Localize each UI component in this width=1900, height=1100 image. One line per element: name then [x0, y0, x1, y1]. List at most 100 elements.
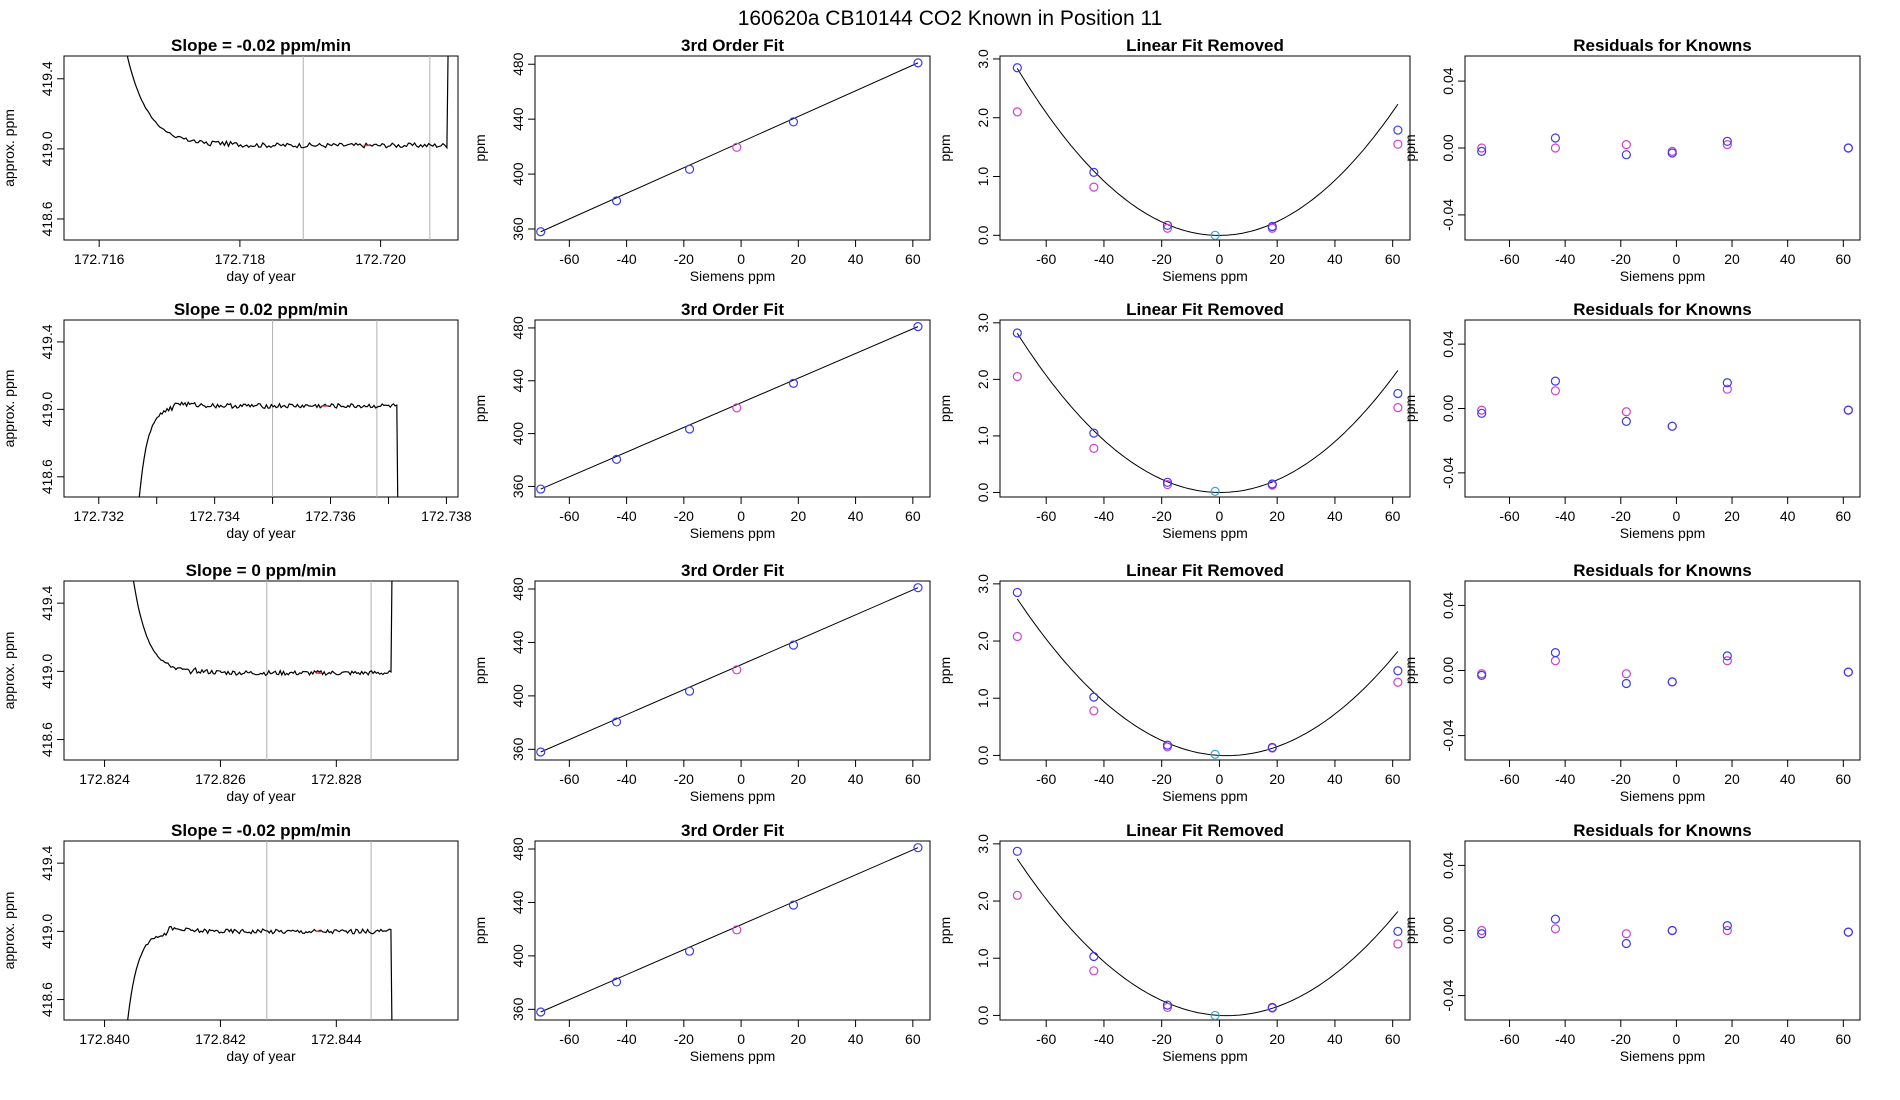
data-point-blue — [1843, 667, 1853, 677]
data-point-blue — [611, 196, 622, 206]
data-point-blue — [1550, 376, 1561, 386]
data-point-blue — [1477, 670, 1487, 680]
x-axis-label: Siemens ppm — [1620, 1048, 1706, 1064]
x-tick-label: 60 — [905, 508, 921, 524]
data-point-blue — [1012, 846, 1022, 856]
x-tick-label: 172.842 — [195, 1031, 246, 1047]
x-tick-label: -20 — [1611, 508, 1631, 524]
plot-area — [536, 322, 923, 494]
data-point-blue — [684, 164, 695, 174]
data-point-blue — [1667, 148, 1677, 158]
y-tick-label: 400 — [510, 944, 526, 968]
y-tick-label: 419.4 — [39, 585, 55, 620]
x-tick-label: 20 — [1724, 508, 1740, 524]
data-point-magenta — [1477, 143, 1487, 153]
plot-area — [1477, 647, 1853, 689]
plot-frame — [999, 580, 1411, 761]
subplot-r1c4: Residuals for Knowns -60 -40 -20 0 20 40 60 -0.0… — [1402, 36, 1861, 284]
data-point-blue — [1267, 221, 1277, 232]
y-tick-label: -0.04 — [1440, 979, 1456, 1011]
y-tick-label: 0.0 — [975, 745, 991, 765]
y-tick-label: 419.4 — [39, 61, 55, 96]
x-tick-label: 172.716 — [74, 251, 125, 267]
x-axis-label: day of year — [226, 788, 296, 804]
y-axis-label: ppm — [937, 917, 953, 944]
y-axis-label: ppm — [937, 657, 953, 684]
plot-area — [536, 843, 923, 1017]
plot-area — [536, 58, 923, 237]
subplot-title: Residuals for Knowns — [1573, 36, 1752, 55]
y-axis-label: ppm — [937, 395, 953, 422]
data-point-blue — [1477, 408, 1487, 418]
y-tick-label: 418.6 — [39, 201, 55, 236]
data-point-blue — [1621, 150, 1631, 160]
x-axis-label: day of year — [226, 525, 296, 541]
data-point-blue — [913, 583, 923, 593]
x-tick-label: 0 — [737, 251, 745, 267]
data-point-blue — [913, 322, 923, 332]
x-tick-label: -40 — [1094, 251, 1114, 267]
x-tick-label: -60 — [1499, 771, 1519, 787]
plot-frame — [63, 840, 459, 1021]
subplot-title: Linear Fit Removed — [1126, 36, 1284, 55]
data-point-magenta — [1722, 656, 1732, 666]
data-point-blue — [536, 747, 546, 757]
x-tick-label: 172.736 — [305, 508, 356, 524]
subplot-r4c3: Linear Fit Removed -60 -40 -20 0 20 40 60 0.0 1.0… — [937, 821, 1411, 1064]
x-tick-label: 0 — [1673, 251, 1681, 267]
data-point-blue — [913, 843, 923, 853]
y-tick-label: 480 — [510, 52, 526, 76]
y-axis-label: approx. ppm — [1, 632, 17, 710]
data-point-blue — [684, 946, 695, 956]
x-tick-label: -60 — [1499, 1031, 1519, 1047]
data-point-magenta — [1722, 384, 1732, 394]
data-point-blue — [1162, 220, 1173, 230]
y-tick-label: 419.0 — [39, 131, 55, 166]
plot-area — [536, 583, 923, 757]
x-tick-label: 0 — [737, 508, 745, 524]
x-tick-label: -20 — [674, 508, 694, 524]
y-tick-label: 3.0 — [975, 574, 991, 594]
y-tick-label: 360 — [510, 737, 526, 761]
data-point-blue — [684, 424, 695, 434]
x-tick-label: 60 — [1836, 771, 1852, 787]
y-tick-label: -0.04 — [1440, 719, 1456, 751]
x-tick-label: -40 — [616, 508, 636, 524]
x-tick-label: 40 — [848, 508, 864, 524]
fit-line — [540, 847, 919, 1013]
x-tick-label: 60 — [905, 771, 921, 787]
y-tick-label: 418.6 — [39, 982, 55, 1017]
figure-title: 160620a CB10144 CO2 Known in Position 11 — [738, 7, 1163, 30]
x-tick-label: -40 — [616, 251, 636, 267]
y-tick-label: 480 — [510, 837, 526, 861]
y-tick-label: 1.0 — [975, 167, 991, 187]
data-point-blue — [684, 686, 695, 696]
x-tick-label: 40 — [1780, 251, 1796, 267]
x-tick-label: 172.732 — [73, 508, 124, 524]
x-tick-label: -40 — [1094, 771, 1114, 787]
x-tick-label: 60 — [1836, 1031, 1852, 1047]
x-tick-label: 20 — [1724, 251, 1740, 267]
data-point-blue — [788, 378, 799, 389]
concentration-trace — [138, 401, 399, 497]
plot-frame — [1464, 580, 1861, 761]
data-point-magenta — [1012, 371, 1022, 382]
data-point-blue — [1393, 125, 1403, 135]
x-tick-label: 0 — [737, 771, 745, 787]
subplot-r3c3: Linear Fit Removed -60 -40 -20 0 20 40 60 0.0 1.0… — [937, 561, 1411, 804]
data-point-magenta — [732, 403, 742, 413]
concentration-trace — [126, 56, 449, 150]
data-point-blue — [788, 117, 799, 127]
data-point-magenta — [1550, 143, 1561, 153]
subplot-r2c3: Linear Fit Removed -60 -40 -20 0 20 40 60 0.0 1.0… — [937, 300, 1411, 541]
subplot-title: Slope = -0.02 ppm/min — [171, 36, 351, 55]
data-point-magenta — [1393, 939, 1403, 949]
y-tick-label: 419.0 — [39, 392, 55, 427]
data-point-blue — [1089, 692, 1099, 702]
y-tick-label: 2.0 — [975, 631, 991, 651]
y-axis-label: ppm — [472, 395, 488, 422]
subplot-r1c1: Slope = -0.02 ppm/min 172.716 172.718 172.7… — [1, 36, 459, 284]
y-tick-label: -0.04 — [1440, 457, 1456, 489]
subplot-r4c2: 3rd Order Fit -60 -40 -20 0 20 40 60 360 400 440 48… — [472, 821, 931, 1064]
plot-frame — [63, 580, 459, 761]
